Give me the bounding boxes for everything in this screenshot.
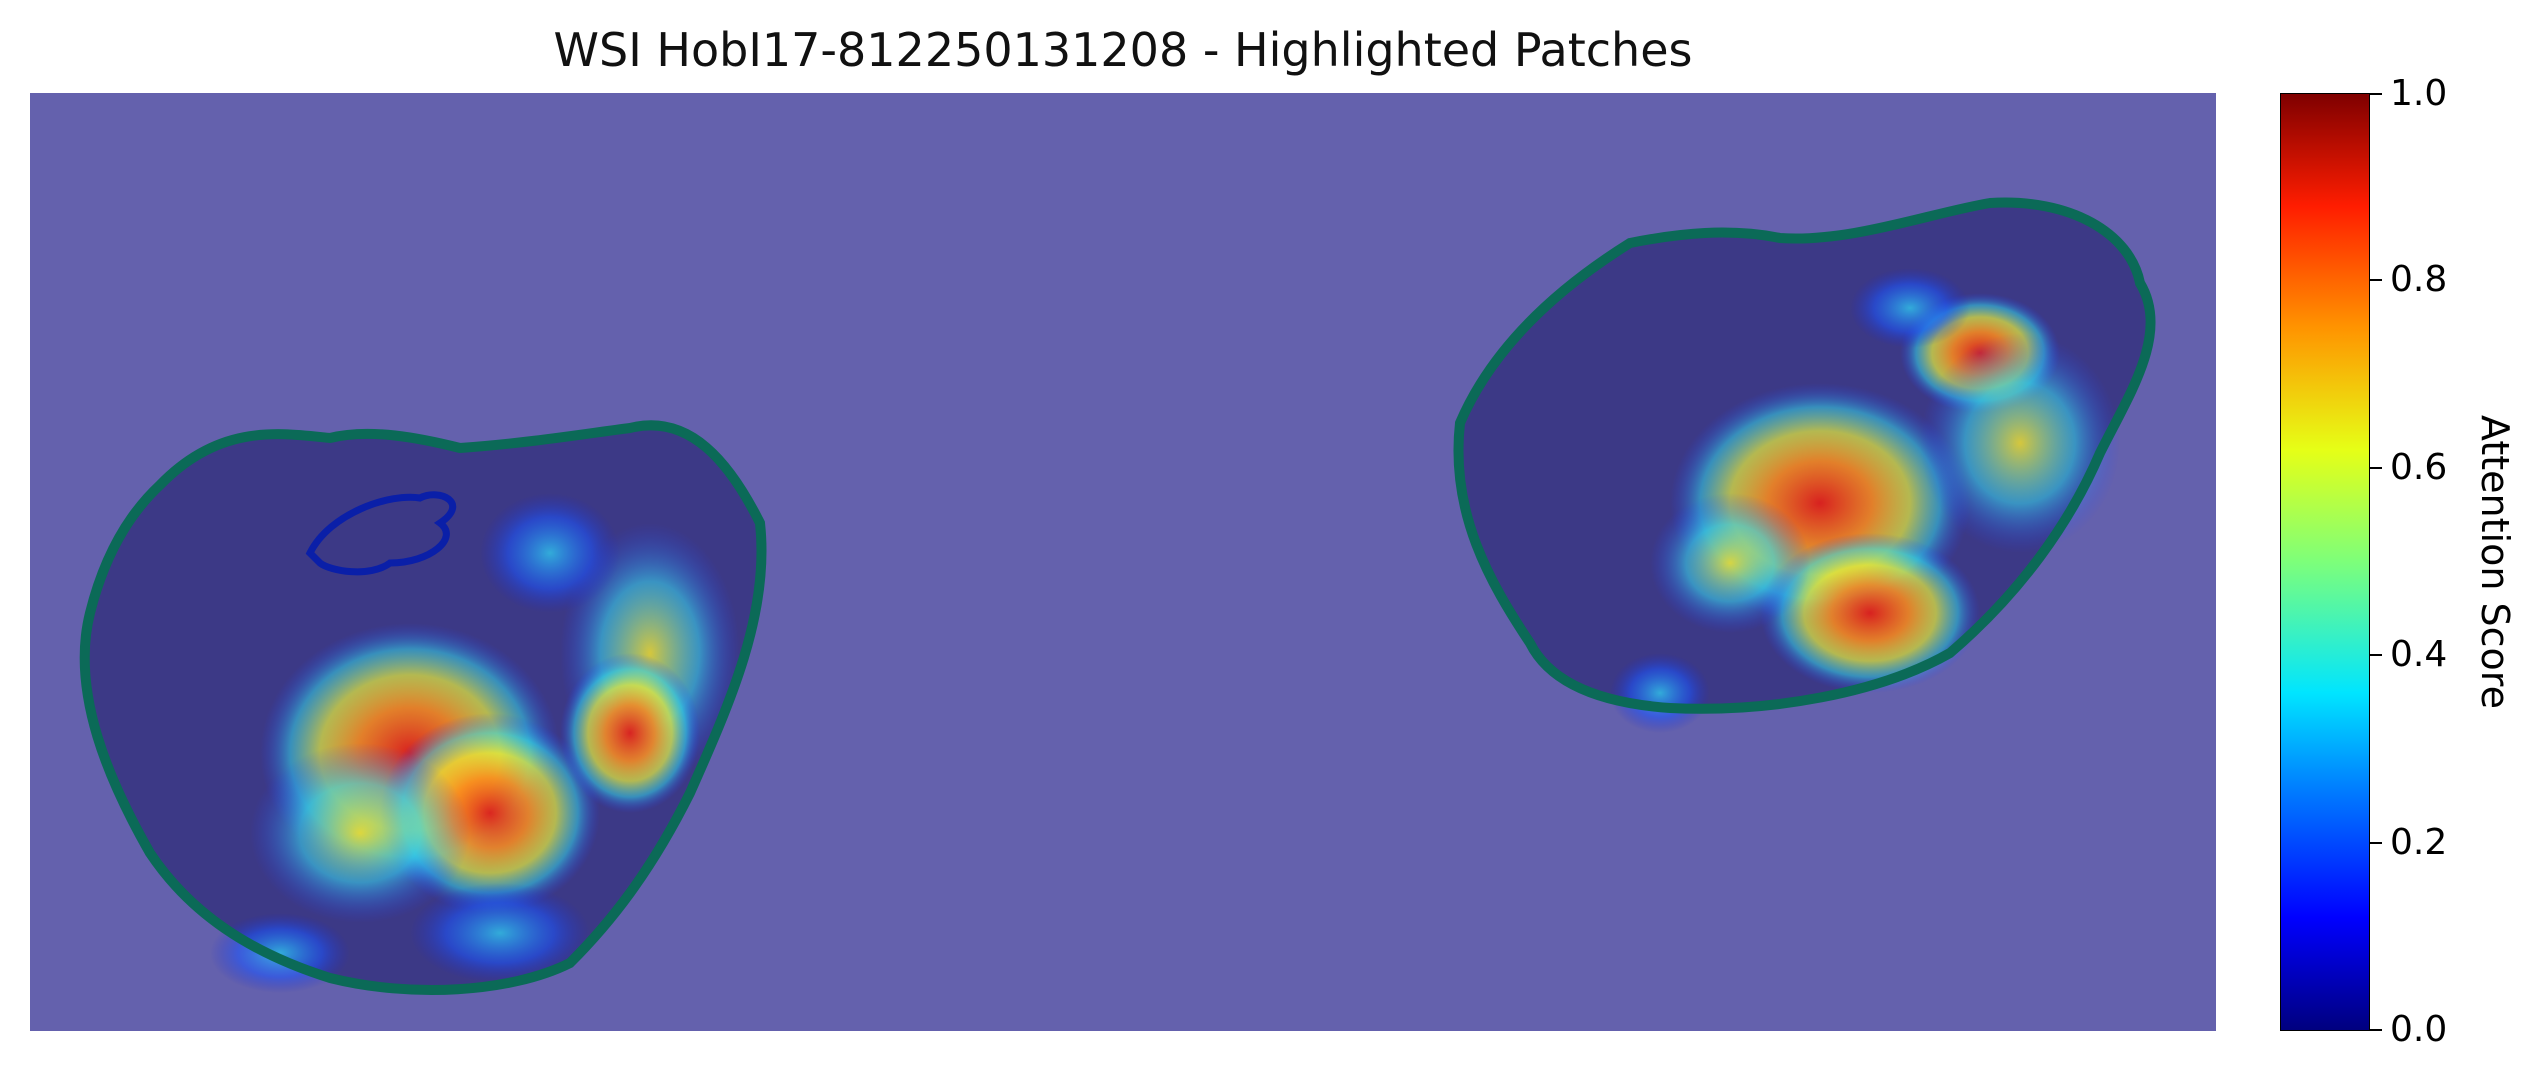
slide-heatmap-panel <box>30 93 2216 1031</box>
colorbar-tick-label: 0.6 <box>2390 447 2448 488</box>
colorbar-tick <box>2370 654 2382 656</box>
figure-title: WSI HobI17-812250131208 - Highlighted Pa… <box>553 23 1693 77</box>
tissue-section-right <box>1453 197 2156 733</box>
colorbar-tick-label: 1.0 <box>2390 73 2448 114</box>
annotation-region-outline <box>305 491 457 576</box>
heatmap-svg <box>79 197 2156 995</box>
colorbar-tick-label: 0.2 <box>2390 822 2448 863</box>
colorbar-label: Attention Score <box>2473 415 2517 709</box>
tissue-left-outline <box>79 420 767 995</box>
colorbar-tick <box>2370 1029 2382 1031</box>
colorbar-tick <box>2370 467 2382 469</box>
tissue-right-outline <box>1453 197 2156 714</box>
colorbar-tick-label: 0.4 <box>2390 634 2448 675</box>
colorbar-tick-label: 0.0 <box>2390 1009 2448 1050</box>
colorbar-tick <box>2370 842 2382 844</box>
colorbar-tick-label: 0.8 <box>2390 259 2448 300</box>
tissue-section-left <box>79 420 767 995</box>
colorbar-tick <box>2370 279 2382 281</box>
colorbar: 0.0 0.2 0.4 0.6 0.8 1.0 <box>2280 74 2447 1050</box>
colorbar-gradient <box>2280 93 2370 1031</box>
colorbar-tick <box>2370 93 2382 95</box>
